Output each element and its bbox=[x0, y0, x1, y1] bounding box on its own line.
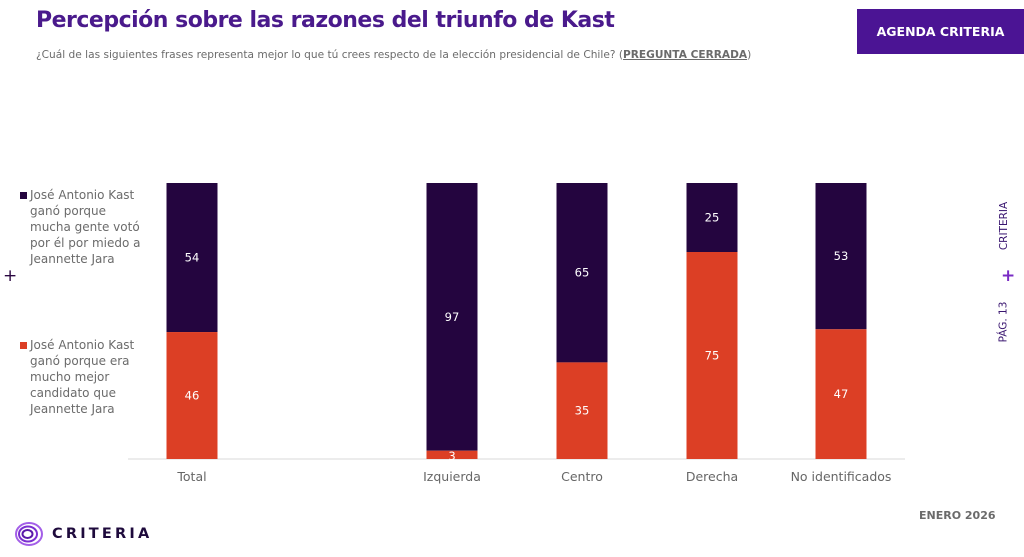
page-number: PÁG. 13 bbox=[997, 301, 1010, 343]
data-label: 54 bbox=[185, 251, 200, 265]
side-brand-label: CRITERIA bbox=[998, 201, 1011, 251]
legend-label-fear: José Antonio Kast ganó porque mucha gent… bbox=[30, 188, 141, 266]
category-label: Izquierda bbox=[423, 469, 481, 484]
bar-segment-better bbox=[815, 329, 867, 459]
bar-segment-fear bbox=[686, 183, 738, 252]
data-label: 47 bbox=[834, 387, 849, 401]
bar-segment-fear bbox=[556, 183, 608, 363]
data-label: 75 bbox=[705, 349, 720, 363]
side-vertical-labels: CRITERIA + PÁG. 13 bbox=[995, 190, 1024, 355]
question-type: PREGUNTA CERRADA bbox=[622, 49, 748, 61]
legend-label-better: José Antonio Kast ganó porque era mucho … bbox=[30, 338, 135, 416]
data-label: 25 bbox=[705, 211, 720, 225]
bar-segment-better bbox=[426, 450, 478, 459]
question-subtitle: ¿Cuál de las siguientes frases represent… bbox=[36, 49, 751, 61]
question-text: ¿Cuál de las siguientes frases represent… bbox=[36, 49, 623, 61]
bar-segment-fear bbox=[166, 183, 218, 333]
criteria-logo: CRITERIA bbox=[14, 521, 152, 547]
bar-segment-better bbox=[556, 362, 608, 459]
criteria-logo-text: CRITERIA bbox=[52, 526, 153, 542]
category-label: Centro bbox=[561, 469, 603, 484]
data-label: 97 bbox=[445, 310, 460, 324]
category-label: No identificados bbox=[791, 469, 892, 484]
page-title: Percepción sobre las razones del triunfo… bbox=[36, 8, 615, 33]
data-label: 46 bbox=[185, 389, 200, 403]
plus-icon: + bbox=[3, 266, 18, 286]
question-close: ) bbox=[747, 49, 752, 61]
legend-swatch-better bbox=[20, 342, 27, 349]
data-label: 53 bbox=[834, 249, 849, 263]
category-label: Derecha bbox=[686, 469, 738, 484]
agenda-criteria-badge: AGENDA CRITERIA bbox=[857, 9, 1024, 54]
data-label: 65 bbox=[575, 266, 590, 280]
report-date: ENERO 2026 bbox=[919, 509, 996, 522]
legend-swatch-fear bbox=[20, 192, 27, 199]
data-label: 3 bbox=[448, 449, 455, 463]
data-label: 35 bbox=[575, 404, 590, 418]
bar-segment-fear bbox=[815, 183, 867, 330]
category-label: Total bbox=[176, 469, 206, 484]
side-plus-icon: + bbox=[1001, 266, 1016, 286]
criteria-logo-icon bbox=[15, 522, 43, 546]
bar-segment-better bbox=[686, 252, 738, 459]
bar-segment-better bbox=[166, 332, 218, 459]
bar-segment-fear bbox=[426, 183, 478, 451]
